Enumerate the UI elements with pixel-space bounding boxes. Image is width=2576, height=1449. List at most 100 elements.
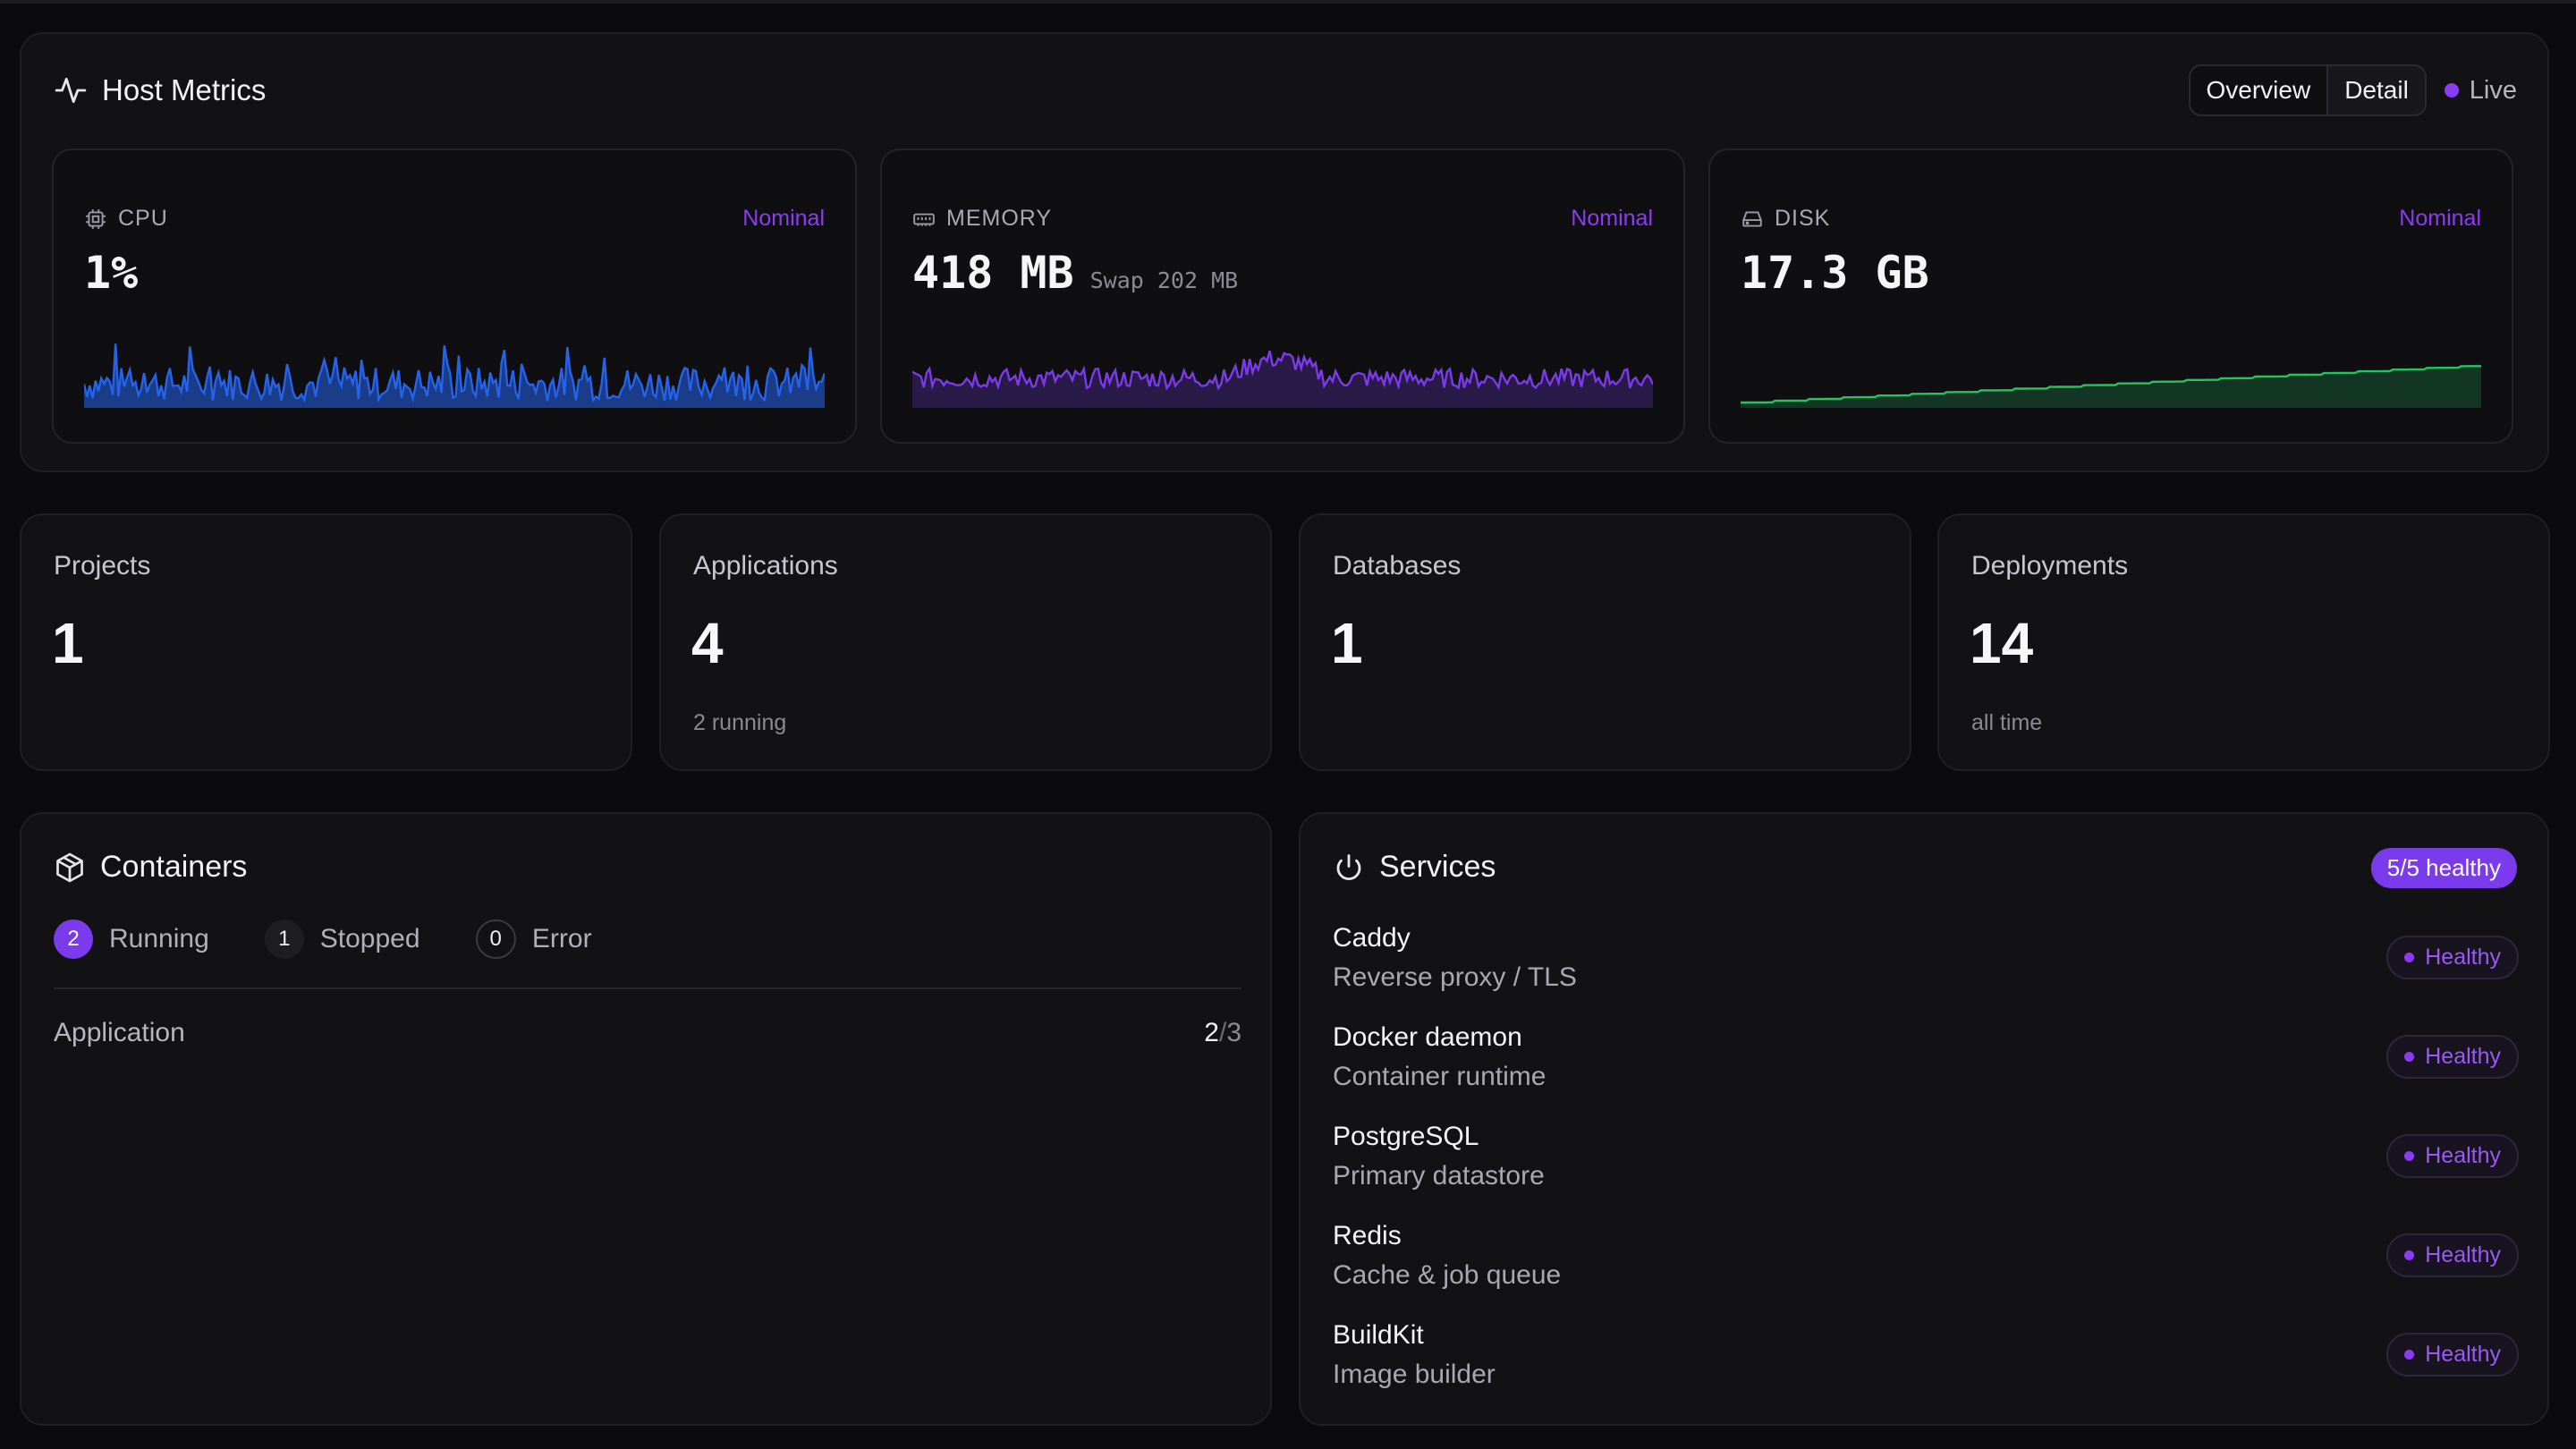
stat-label: Applications (693, 551, 838, 580)
disk-value-wrap: 17.3 GB (1741, 247, 1929, 299)
stat-label: Databases (1333, 551, 1462, 580)
status-dot-icon (2404, 1151, 2415, 1161)
count-separator: / (1218, 1018, 1227, 1047)
power-icon (1336, 853, 1361, 880)
running-label: Running (109, 924, 209, 953)
cpu-value: 1% (84, 247, 139, 299)
service-description: Primary datastore (1333, 1161, 1545, 1191)
status-dot-icon (2404, 1052, 2415, 1062)
service-description: Image builder (1333, 1360, 1496, 1389)
cpu-label: CPU (118, 206, 168, 231)
stat-subtext: 2 running (693, 710, 787, 735)
service-status: Healthy (2425, 1242, 2501, 1267)
box-icon (56, 852, 83, 882)
disk-metric-card: DISK Nominal 17.3 GB (1708, 148, 2513, 444)
hard-drive-icon (1742, 210, 1762, 227)
running-number: 2 (1204, 1018, 1219, 1047)
memory-status: Nominal (1571, 206, 1653, 231)
service-status-badge: Healthy (2386, 1035, 2519, 1079)
view-controls: Overview Detail Live (2188, 64, 2517, 116)
memory-value-wrap: 418 MB Swap 202 MB (912, 247, 1238, 299)
service-name: BuildKit (1333, 1320, 1424, 1350)
stat-card-projects[interactable]: Projects 1 (20, 513, 632, 771)
service-status-badge: Healthy (2386, 936, 2519, 979)
tab-overview[interactable]: Overview (2206, 76, 2311, 104)
services-panel: Services 5/5 healthy Caddy Reverse proxy… (1299, 812, 2549, 1426)
sparkline-line (1741, 365, 2481, 404)
top-border (0, 0, 2576, 4)
memory-metric-card: MEMORY Nominal 418 MB Swap 202 MB (880, 148, 1685, 444)
service-row-postgresql[interactable]: PostgreSQL Primary datastore Healthy (1333, 1122, 2519, 1211)
service-status: Healthy (2425, 1342, 2501, 1367)
container-status-summary: 2 Running 1 Stopped 0 Error (54, 919, 592, 959)
memory-module-icon (913, 213, 935, 226)
cpu-chip-icon (86, 208, 106, 229)
divider (54, 987, 1241, 989)
service-status: Healthy (2425, 945, 2501, 970)
cpu-sparkline (84, 343, 825, 408)
memory-sparkline (912, 350, 1653, 408)
service-name: Docker daemon (1333, 1022, 1522, 1052)
service-name: Redis (1333, 1221, 1402, 1250)
sparkline-area (1741, 366, 2481, 408)
service-name: PostgreSQL (1333, 1122, 1479, 1151)
cpu-value-wrap: 1% (84, 247, 138, 299)
live-indicator: Live (2444, 75, 2517, 106)
live-label: Live (2469, 75, 2517, 105)
services-title: Services (1379, 850, 1496, 884)
stat-card-databases[interactable]: Databases 1 (1299, 513, 1911, 771)
service-row-caddy[interactable]: Caddy Reverse proxy / TLS Healthy (1333, 923, 2519, 1013)
stat-card-applications[interactable]: Applications 4 2 running (659, 513, 1272, 771)
cpu-metric-card: CPU Nominal 1% (52, 148, 857, 444)
stat-card-deployments[interactable]: Deployments 14 all time (1937, 513, 2550, 771)
containers-header: Containers (54, 850, 247, 885)
disk-sparkline (1741, 365, 2481, 408)
stat-label: Projects (54, 551, 151, 580)
error-count-badge: 0 (475, 919, 516, 959)
container-group-count: 2/3 (1204, 1018, 1241, 1048)
sparkline-line (912, 350, 1653, 391)
disk-value: 17.3 GB (1741, 247, 1929, 299)
total-number: 3 (1226, 1018, 1241, 1047)
services-health-badge: 5/5 healthy (2370, 848, 2517, 888)
disk-status: Nominal (2399, 206, 2481, 231)
containers-panel: Containers 2 Running 1 Stopped 0 Error A… (20, 812, 1272, 1426)
host-metrics-title: Host Metrics (102, 73, 267, 106)
container-group-row[interactable]: Application 2/3 (54, 1018, 1241, 1048)
service-status-badge: Healthy (2386, 1333, 2519, 1377)
swap-value: Swap 202 MB (1089, 267, 1239, 293)
running-count-badge: 2 (54, 919, 93, 959)
error-label: Error (531, 924, 592, 953)
host-metrics-panel: Host Metrics Overview Detail Live CPU No… (20, 32, 2549, 472)
service-row-buildkit[interactable]: BuildKit Image builder Healthy (1333, 1320, 2519, 1410)
memory-label: MEMORY (946, 206, 1053, 231)
stat-value: 1 (1331, 611, 1363, 675)
containers-title: Containers (100, 850, 248, 884)
stat-label: Deployments (1971, 551, 2129, 580)
container-group-label: Application (54, 1018, 185, 1047)
sparkline-line (84, 343, 825, 403)
service-row-docker-daemon[interactable]: Docker daemon Container runtime Healthy (1333, 1022, 2519, 1112)
disk-label-wrap: DISK (1741, 206, 1830, 232)
view-toggle: Overview Detail (2188, 64, 2427, 116)
status-dot-icon (2404, 953, 2415, 962)
service-description: Container runtime (1333, 1062, 1546, 1091)
status-dot-icon (2404, 1250, 2415, 1260)
cpu-status: Nominal (742, 206, 825, 231)
host-metrics-header: Host Metrics (54, 73, 266, 107)
memory-label-wrap: MEMORY (912, 206, 1052, 232)
live-dot-icon (2444, 83, 2459, 97)
stat-subtext: all time (1971, 710, 2043, 735)
stat-value: 1 (52, 611, 84, 675)
stat-value: 4 (691, 611, 724, 675)
service-status-badge: Healthy (2386, 1233, 2519, 1277)
sparkline-area (912, 351, 1653, 408)
status-dot-icon (2404, 1350, 2415, 1360)
stat-value: 14 (1970, 611, 2034, 675)
tab-detail[interactable]: Detail (2326, 66, 2425, 114)
memory-value: 418 MB (912, 247, 1074, 299)
service-row-redis[interactable]: Redis Cache & job queue Healthy (1333, 1221, 2519, 1310)
disk-label: DISK (1775, 206, 1831, 231)
services-header: Services (1333, 850, 1496, 885)
service-description: Reverse proxy / TLS (1333, 962, 1577, 992)
